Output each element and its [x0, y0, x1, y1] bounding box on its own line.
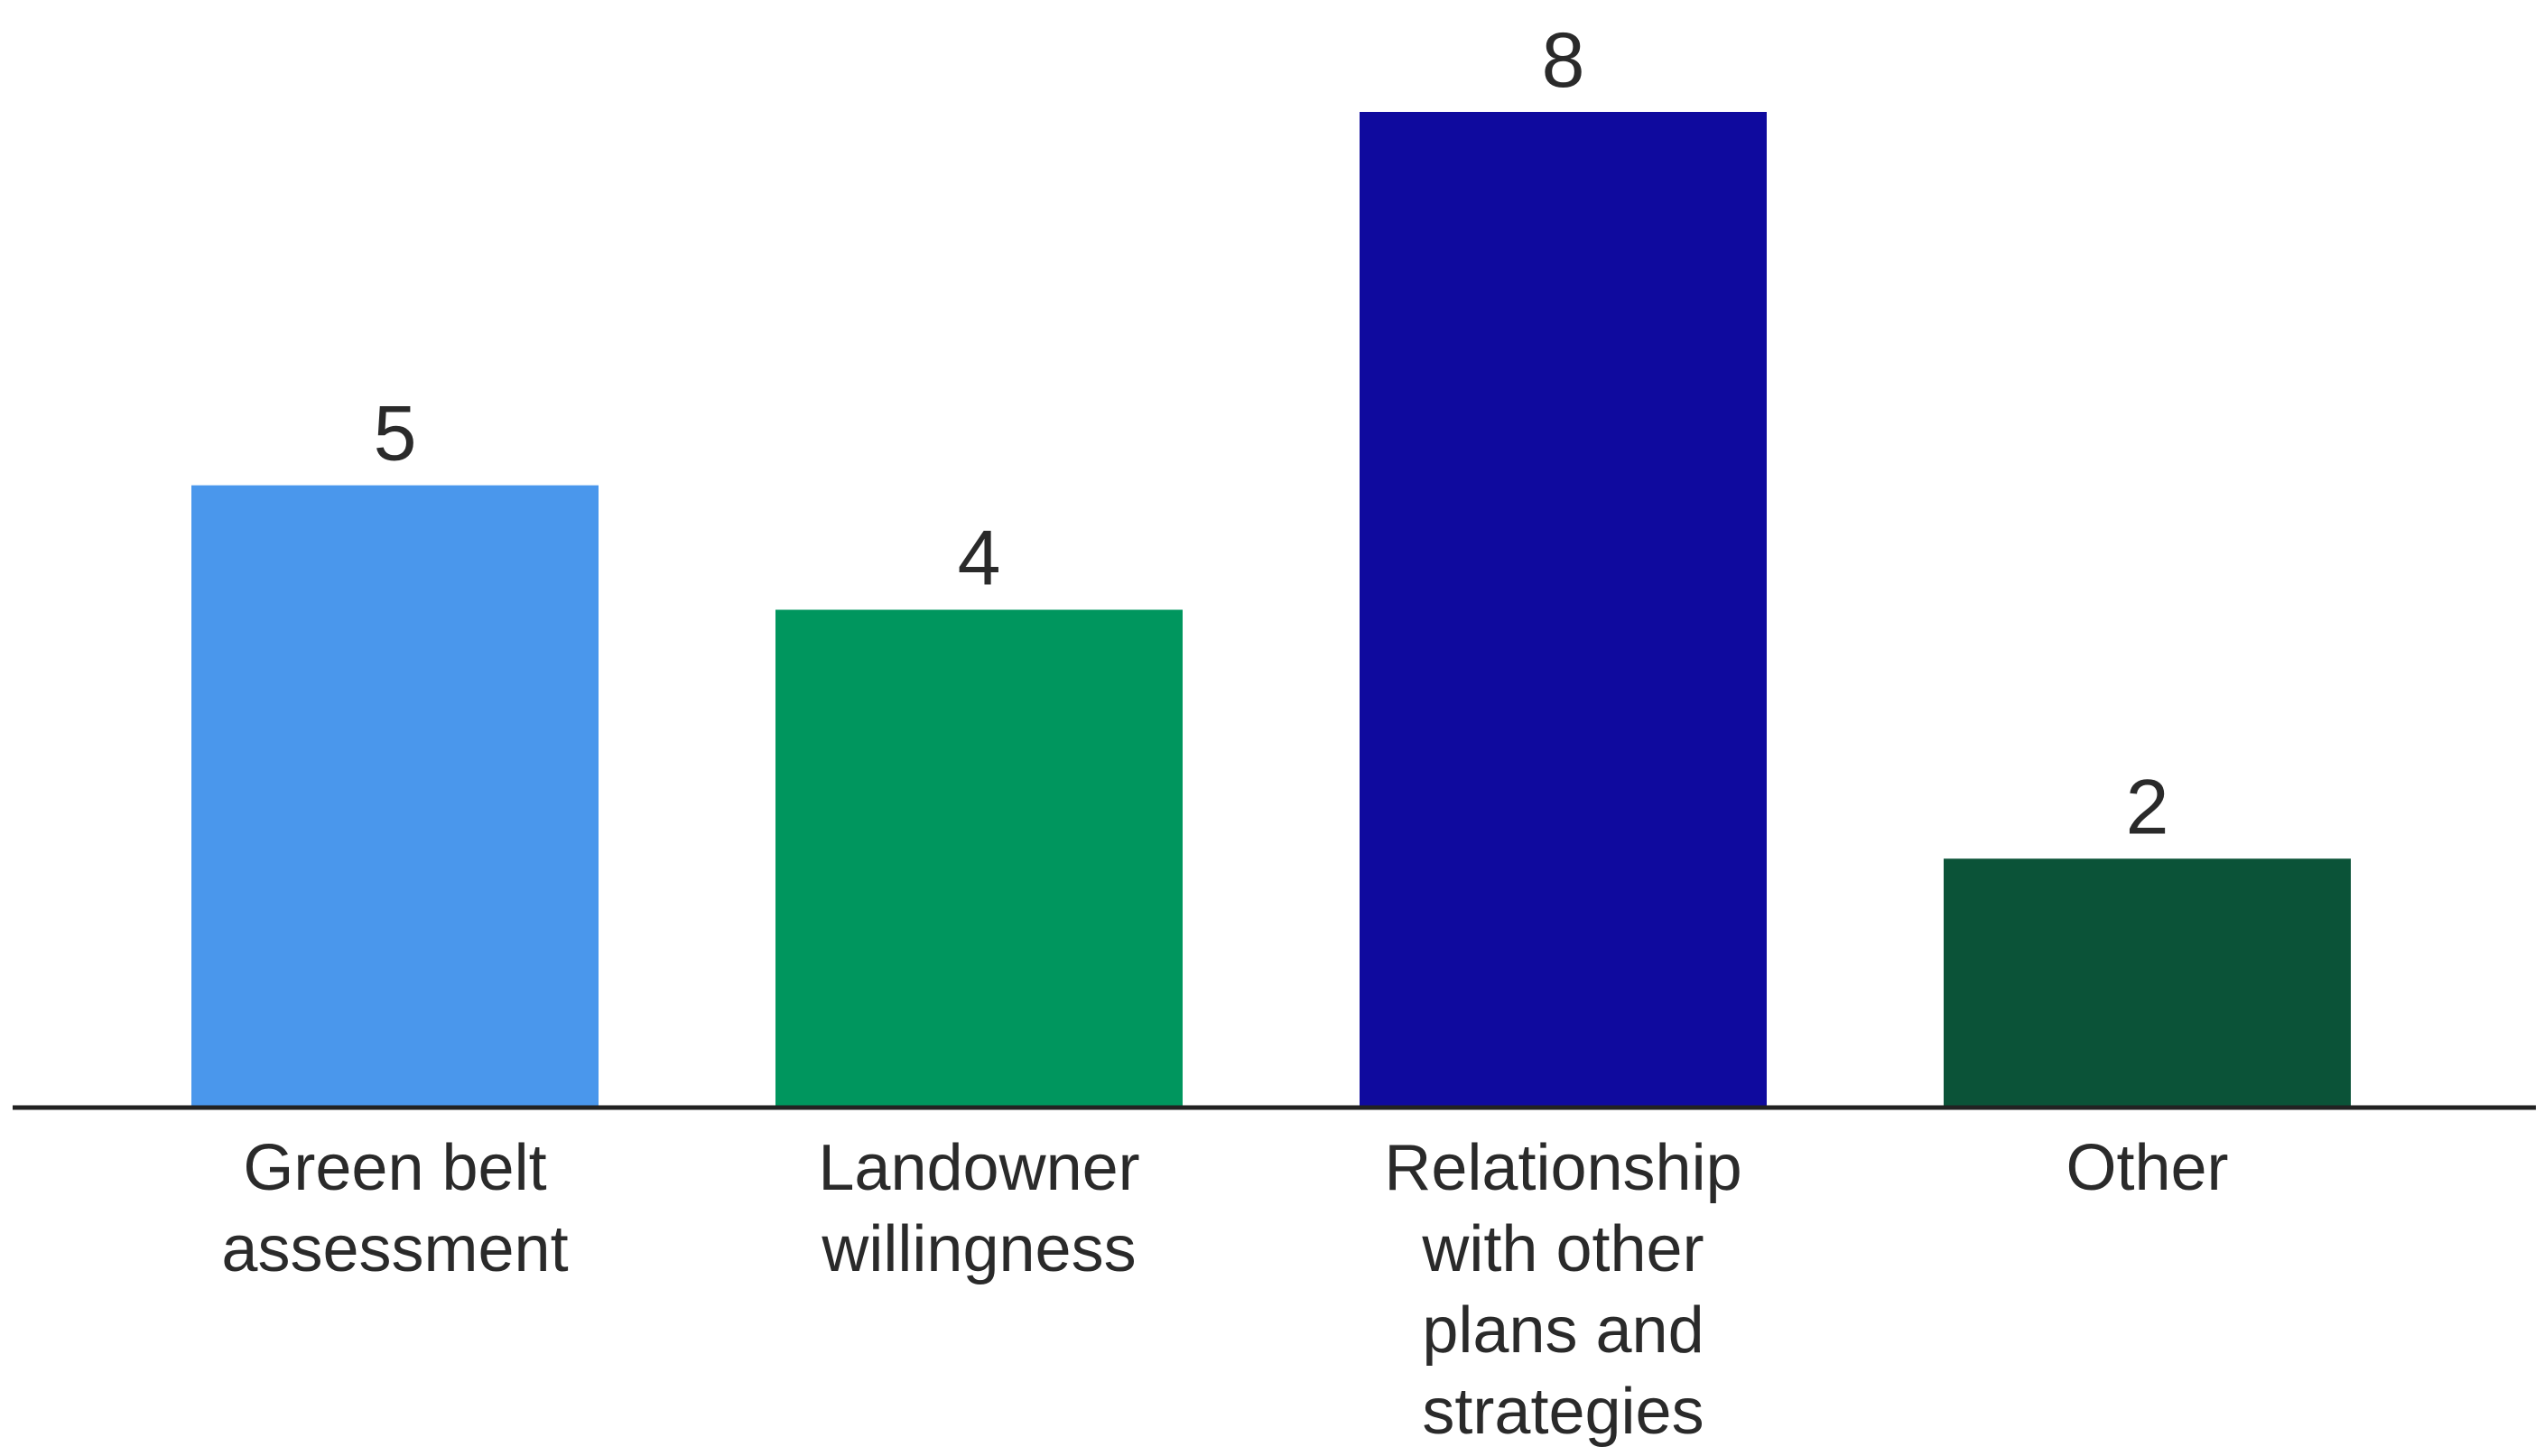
x-tick-label: Green belt assessment: [221, 1132, 569, 1285]
x-tick-label: Relationship with other plans and strate…: [1384, 1132, 1742, 1448]
bar: [1944, 858, 2351, 1108]
bar: [775, 609, 1183, 1108]
x-tick-label: Other: [2066, 1132, 2229, 1204]
value-label: 2: [2126, 764, 2169, 850]
value-label: 4: [958, 515, 1001, 602]
x-tick-label: Landowner willingness: [818, 1132, 1140, 1285]
bar: [1360, 112, 1767, 1108]
value-label: 8: [1542, 17, 1585, 104]
bar: [191, 485, 599, 1108]
value-label: 5: [374, 391, 417, 478]
